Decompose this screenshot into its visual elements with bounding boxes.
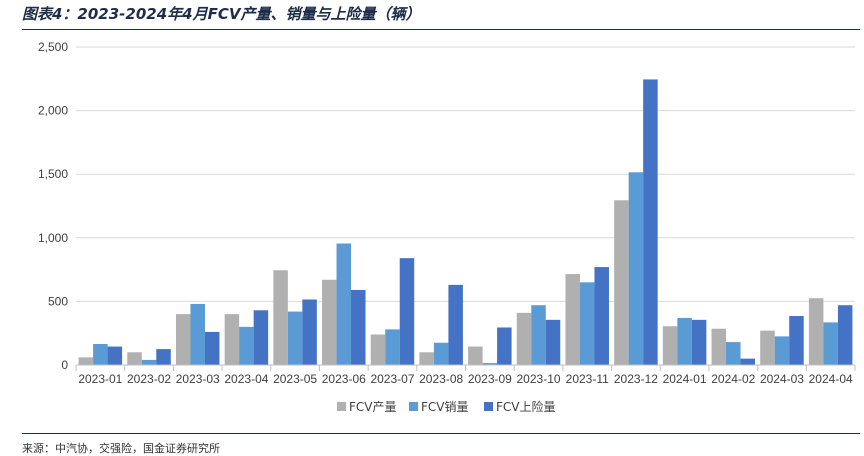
bar-series-3: [497, 327, 512, 365]
bar-series-1: [273, 270, 288, 365]
bar-series-2: [726, 342, 741, 365]
bar-series-1: [468, 346, 483, 365]
bar-series-3: [789, 316, 804, 365]
legend: FCV产量 FCV销量 FCV上险量: [337, 399, 556, 414]
x-axis: 2023-01 2023-02 2023-03 2023-04 2023-05 2023-…: [75, 364, 856, 386]
x-tick-label: 2023-10: [517, 372, 561, 386]
bar-series-3: [594, 267, 609, 365]
legend-swatch: [484, 402, 493, 411]
legend-swatch: [337, 402, 346, 411]
bar-series-1: [614, 200, 629, 365]
bar-series-3: [351, 289, 366, 365]
x-tick-label: 2024-02: [711, 372, 755, 386]
y-tick-label: 2,500: [38, 40, 68, 54]
bar-series-2: [336, 243, 352, 365]
y-axis: 0 500 1,000 1,500 2,000 2,500: [38, 40, 68, 372]
x-tick-label: 2023-06: [322, 372, 366, 386]
bottom-rule: [22, 433, 860, 434]
bar-series-3: [302, 299, 317, 365]
bar-series-1: [662, 326, 678, 365]
bar-series: [78, 79, 853, 365]
y-tick-label: 1,500: [38, 167, 68, 181]
bar-series-1: [419, 352, 434, 365]
bar-series-2: [823, 322, 838, 365]
x-tick-label: 2023-07: [370, 372, 414, 386]
bar-series-3: [253, 310, 269, 365]
bar-series-2: [385, 329, 400, 365]
bar-series-3: [107, 346, 123, 365]
bar-series-2: [628, 172, 644, 365]
bar-series-1: [78, 357, 94, 365]
bar-series-1: [808, 298, 824, 365]
bar-series-1: [175, 314, 191, 365]
bar-series-3: [740, 358, 756, 365]
chart-title: 图表4：2023-2024年4月FCV产量、销量与上险量（辆）: [22, 5, 421, 23]
grid-lines: [76, 46, 855, 302]
legend-swatch: [409, 402, 418, 411]
bar-series-2: [579, 282, 595, 365]
bar-series-1: [322, 279, 337, 365]
legend-label: FCV上险量: [496, 399, 556, 414]
bar-series-2: [239, 326, 254, 365]
bar-series-3: [204, 331, 220, 365]
y-tick-label: 2,000: [38, 104, 68, 118]
title-rule: [22, 29, 860, 30]
bar-series-2: [287, 311, 303, 365]
bar-series-1: [370, 334, 386, 365]
bar-series-1: [516, 312, 532, 365]
x-tick-label: 2023-01: [78, 372, 122, 386]
bar-series-3: [691, 319, 707, 365]
x-tick-label: 2023-09: [468, 372, 512, 386]
legend-label: FCV产量: [349, 400, 397, 414]
bar-series-2: [433, 342, 449, 365]
x-tick-label: 2023-03: [176, 372, 220, 386]
bar-series-3: [643, 79, 658, 365]
y-tick-label: 0: [61, 358, 68, 372]
y-tick-label: 500: [48, 294, 68, 308]
x-tick-label: 2024-04: [809, 372, 853, 386]
x-tick-label: 2023-08: [419, 372, 463, 386]
legend-label: FCV销量: [421, 400, 469, 414]
bar-series-3: [156, 349, 171, 365]
bar-series-1: [127, 352, 142, 365]
bar-series-2: [677, 317, 692, 365]
bar-series-3: [448, 284, 463, 365]
bar-series-2: [190, 303, 205, 365]
x-tick-label: 2023-05: [273, 372, 317, 386]
source-note: 来源：中汽协，交强险，国金证券研究所: [22, 442, 220, 455]
x-tick-label: 2023-02: [127, 372, 171, 386]
bar-series-2: [774, 336, 790, 365]
bar-series-3: [837, 305, 853, 365]
x-tick-label: 2023-12: [614, 372, 658, 386]
bar-series-1: [565, 274, 580, 365]
x-tick-label: 2023-11: [566, 372, 609, 386]
bar-series-2: [482, 363, 498, 365]
bar-series-3: [545, 319, 561, 365]
bar-series-2: [141, 359, 157, 365]
bar-series-1: [760, 330, 775, 365]
bar-series-1: [711, 328, 727, 365]
bar-series-3: [399, 258, 415, 365]
bar-series-1: [224, 314, 240, 365]
x-tick-label: 2024-03: [760, 372, 804, 386]
bar-series-2: [93, 344, 108, 365]
x-tick-label: 2024-01: [663, 372, 707, 386]
bar-series-2: [531, 305, 546, 365]
x-tick-label: 2023-04: [224, 372, 268, 386]
y-tick-label: 1,000: [38, 231, 68, 245]
